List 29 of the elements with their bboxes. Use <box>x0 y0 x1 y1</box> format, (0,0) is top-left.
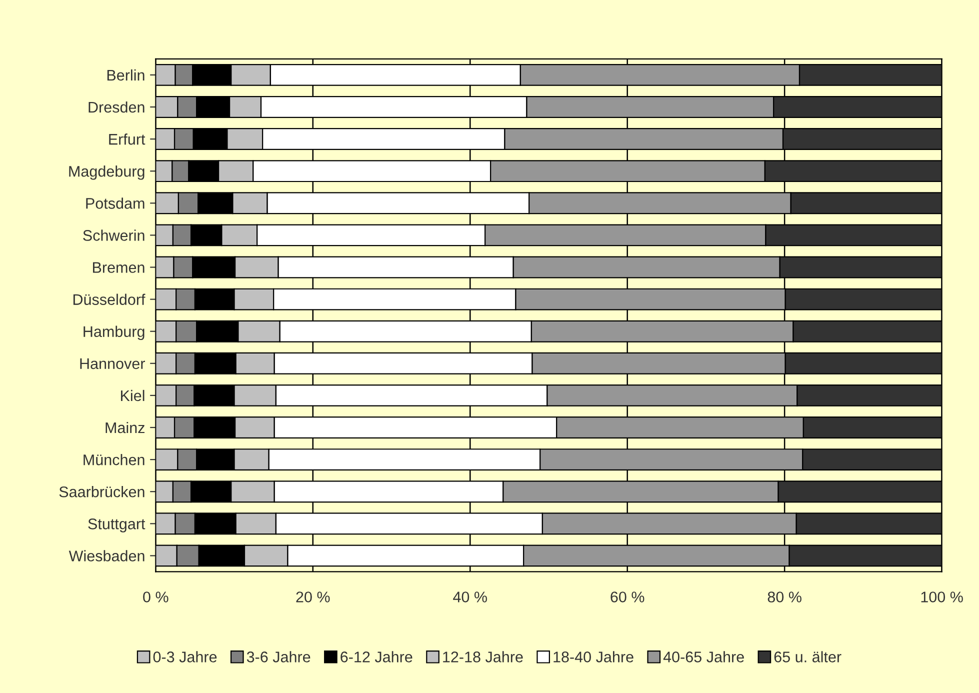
legend-label: 65 u. älter <box>774 651 842 662</box>
y-tick-label: München <box>84 454 144 466</box>
y-tick-label: Kiel <box>121 390 144 402</box>
y-tick-label: Magdeburg <box>69 166 144 180</box>
y-tick-label: Mainz <box>106 422 144 434</box>
x-tick-label: 20 % <box>296 592 330 602</box>
legend-label: 12-18 Jahre <box>443 651 523 662</box>
y-tick-label: Hamburg <box>84 326 144 340</box>
x-tick-label: 40 % <box>453 592 487 602</box>
x-tick-label: 80 % <box>768 592 802 602</box>
y-tick-label: Schwerin <box>83 230 144 241</box>
y-tick-label: Stuttgart <box>88 518 146 532</box>
x-tick-label: 0 % <box>143 592 168 602</box>
y-tick-label: Düsseldorf <box>73 294 146 305</box>
y-tick-label: Berlin <box>107 69 144 81</box>
legend-label: 3-6 Jahre <box>246 651 310 662</box>
y-tick-label: Hannover <box>80 358 145 370</box>
legend-label: 6-12 Jahre <box>340 651 412 662</box>
y-tick-label: Bremen <box>93 262 144 273</box>
y-tick-label: Wiesbaden <box>68 550 144 562</box>
y-tick-label: Potsdam <box>86 198 144 209</box>
x-tick-label: 60 % <box>610 592 644 602</box>
legend-label: 0-3 Jahre <box>153 651 217 662</box>
y-tick-label: Dresden <box>88 101 144 113</box>
legend-label: 40-65 Jahre <box>663 651 744 662</box>
y-tick-label: Saarbrücken <box>59 486 144 498</box>
legend-label: 18-40 Jahre <box>554 651 634 662</box>
y-tick-label: Erfurt <box>109 134 146 145</box>
x-tick-label: 100 % <box>921 592 963 602</box>
